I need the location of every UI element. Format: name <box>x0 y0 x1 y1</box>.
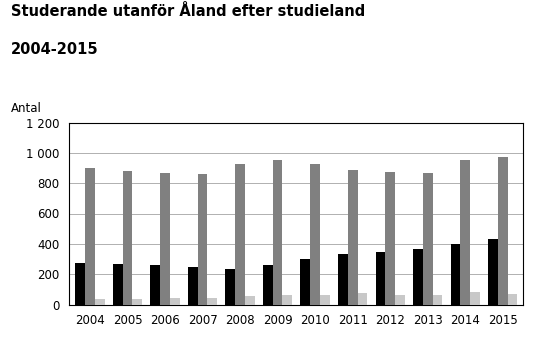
Bar <box>208 299 217 304</box>
Bar <box>113 264 123 304</box>
Bar <box>423 173 433 304</box>
Bar <box>170 299 180 304</box>
Bar <box>198 174 208 304</box>
Bar <box>395 295 405 304</box>
Bar <box>375 252 385 304</box>
Bar <box>85 168 95 304</box>
Bar <box>95 299 105 304</box>
Bar <box>507 294 517 304</box>
Bar <box>263 265 273 304</box>
Bar <box>433 295 442 304</box>
Bar <box>413 249 423 304</box>
Bar <box>385 172 395 304</box>
Text: Antal: Antal <box>11 103 42 116</box>
Text: 2004-2015: 2004-2015 <box>11 42 98 57</box>
Bar <box>451 244 460 304</box>
Bar <box>188 267 198 304</box>
Bar <box>358 293 367 304</box>
Bar <box>75 263 85 304</box>
Text: Studerande utanför Åland efter studieland: Studerande utanför Åland efter studielan… <box>11 4 365 19</box>
Bar <box>301 259 310 304</box>
Bar <box>245 296 255 304</box>
Bar <box>498 158 507 304</box>
Bar <box>160 173 170 304</box>
Bar <box>338 254 348 304</box>
Bar <box>488 239 498 304</box>
Bar <box>273 160 282 304</box>
Bar <box>282 295 292 304</box>
Bar <box>132 299 142 304</box>
Bar <box>123 171 132 304</box>
Bar <box>235 164 245 304</box>
Bar <box>310 164 320 304</box>
Bar <box>320 295 330 304</box>
Bar <box>470 292 480 304</box>
Bar <box>151 265 160 304</box>
Bar <box>225 269 235 304</box>
Bar <box>348 170 358 304</box>
Bar <box>460 160 470 304</box>
